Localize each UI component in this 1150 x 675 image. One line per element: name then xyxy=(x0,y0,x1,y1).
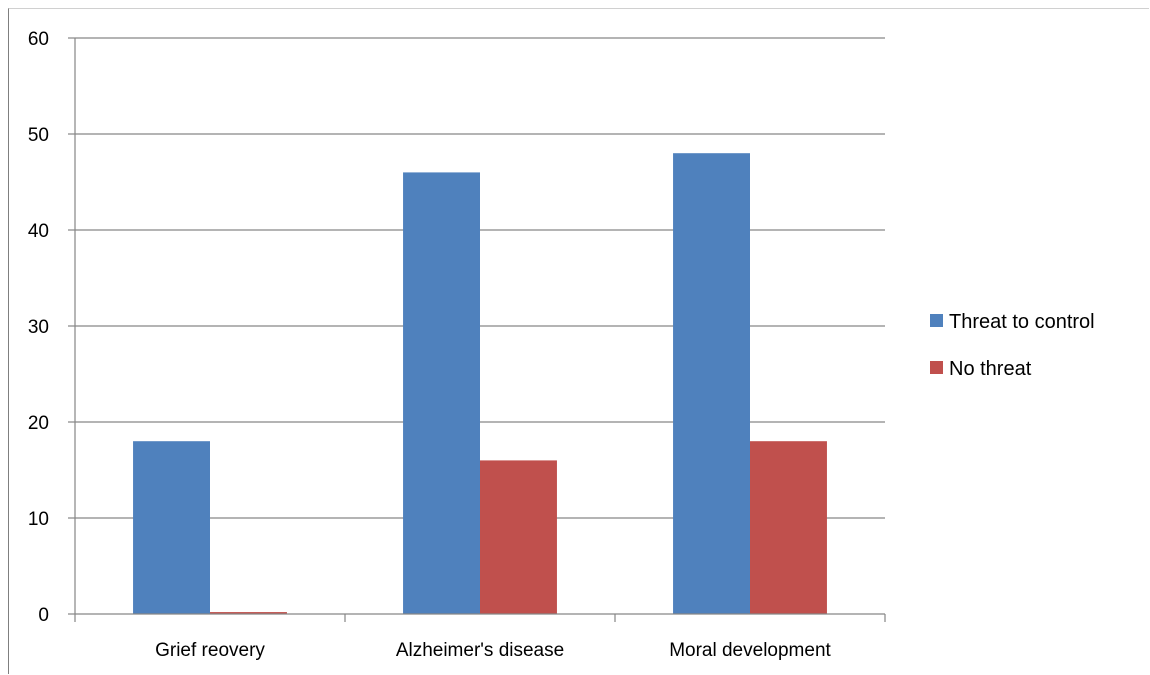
y-tick-label: 0 xyxy=(38,605,49,626)
axes xyxy=(68,37,886,622)
bar-no-threat xyxy=(750,441,827,614)
bar-no-threat xyxy=(210,612,287,614)
bar-threat-to-control xyxy=(673,153,750,614)
x-tick-label: Alzheimer's disease xyxy=(396,640,564,661)
legend-label: Threat to control xyxy=(949,311,1095,333)
y-tick-label: 10 xyxy=(28,509,49,530)
bars xyxy=(133,153,827,614)
y-tick-label: 20 xyxy=(28,413,49,434)
bar-threat-to-control xyxy=(133,441,210,614)
y-tick-labels: 0 10 20 30 40 50 60 xyxy=(28,29,49,626)
x-tick-labels: Grief reovery Alzheimer's disease Moral de… xyxy=(155,640,831,661)
x-tick-label: Moral development xyxy=(669,640,831,661)
y-tick-label: 30 xyxy=(28,317,49,338)
y-tick-label: 40 xyxy=(28,221,49,242)
legend-swatch xyxy=(930,314,943,327)
legend-swatch xyxy=(930,361,943,374)
bar-no-threat xyxy=(480,460,557,614)
y-tick-label: 50 xyxy=(28,125,49,146)
bar-threat-to-control xyxy=(403,172,480,614)
legend: Threat to control No threat xyxy=(930,311,1095,380)
y-tick-label: 60 xyxy=(28,29,49,50)
chart-frame xyxy=(8,8,1149,674)
x-tick-label: Grief reovery xyxy=(155,640,265,661)
legend-label: No threat xyxy=(949,358,1032,380)
